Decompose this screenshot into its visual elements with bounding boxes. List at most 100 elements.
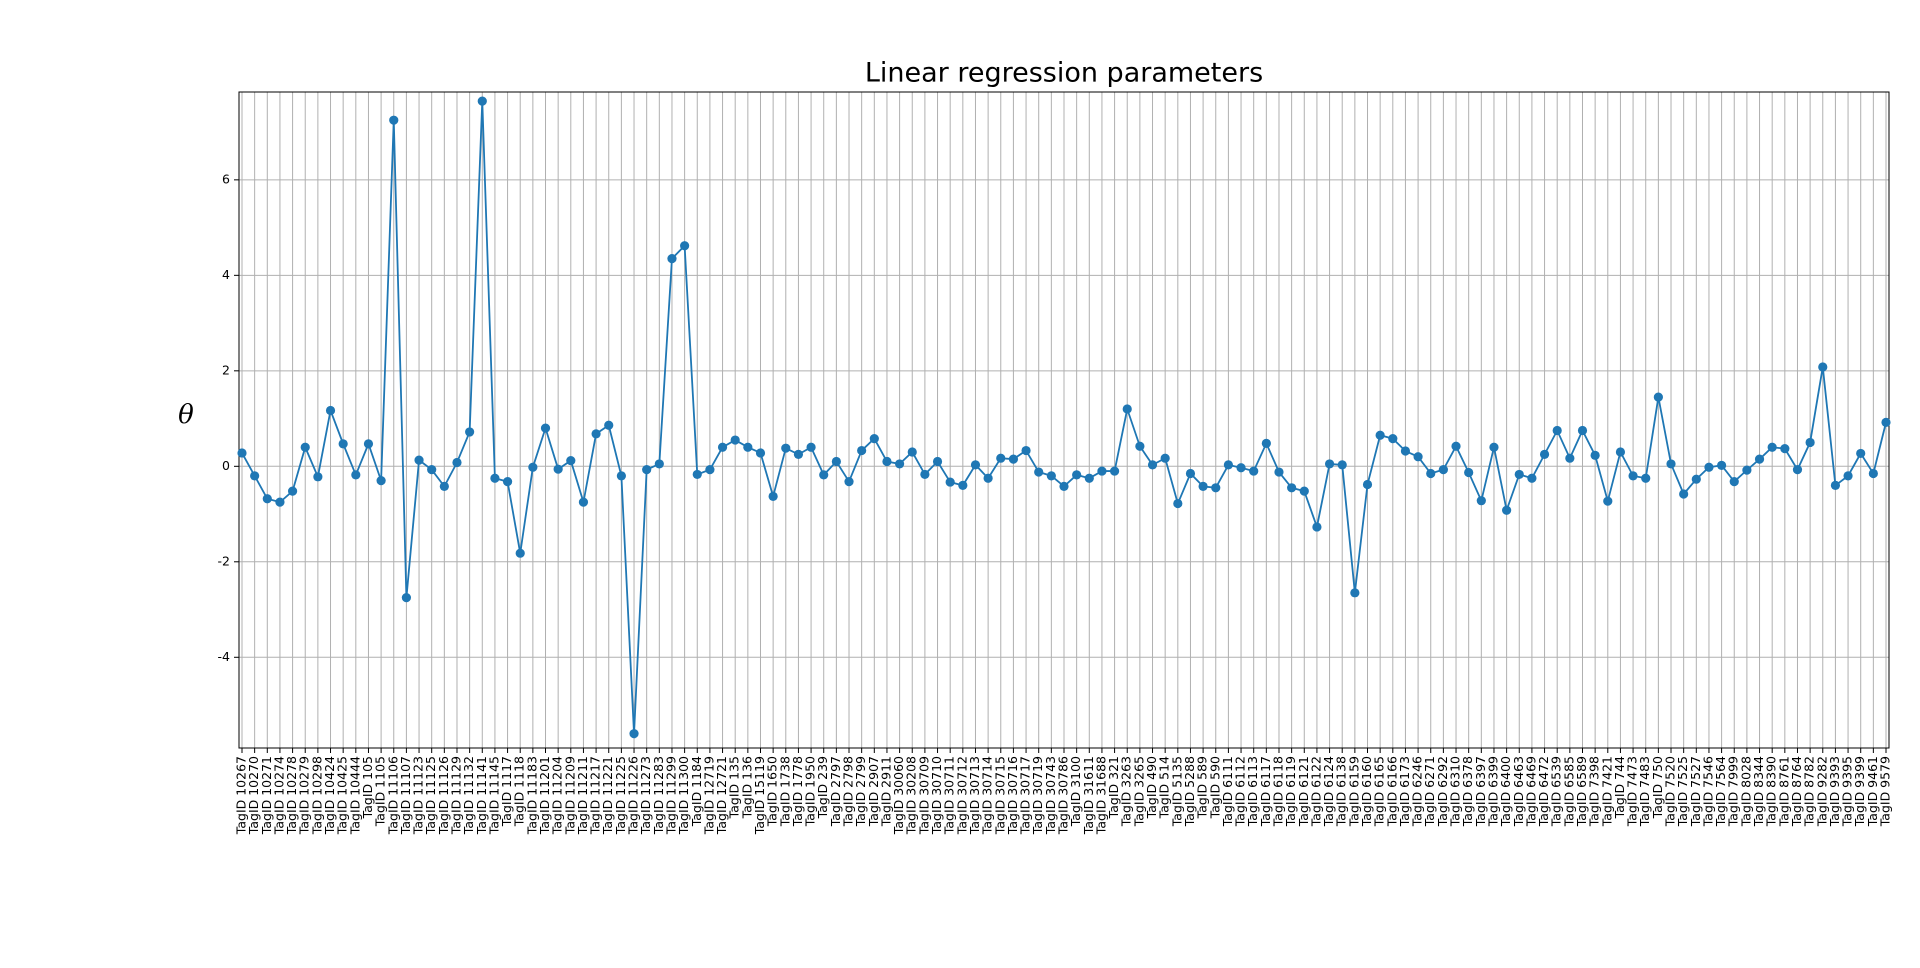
- x-tick-label: TagID 6159: [1346, 756, 1361, 827]
- y-axis-label: θ: [178, 400, 194, 430]
- data-point: [566, 455, 576, 466]
- data-point: [1653, 392, 1663, 402]
- x-tick-label: TagID 12719: [701, 756, 716, 835]
- data-point: [654, 459, 664, 469]
- x-tick-label: TagID 321: [1106, 756, 1121, 819]
- y-tick-label: 2: [222, 362, 230, 377]
- x-tick-label: TagID 11107: [398, 756, 413, 835]
- data-point: [1034, 467, 1044, 477]
- x-tick-label: TagID 8390: [1764, 756, 1779, 827]
- x-tick-label: TagID 11225: [613, 756, 628, 835]
- data-point: [275, 497, 285, 507]
- data-point: [705, 465, 715, 475]
- data-point: [932, 456, 943, 467]
- x-tick-label: TagID 30710: [929, 756, 944, 835]
- y-tick-label: 4: [222, 267, 230, 282]
- data-point: [528, 462, 538, 472]
- x-tick-label: TagID 7546: [1700, 756, 1715, 827]
- data-point: [743, 442, 753, 452]
- data-point: [250, 471, 260, 481]
- x-tick-label: TagID 10425: [335, 756, 350, 835]
- x-tick-label: TagID 6378: [1460, 756, 1475, 827]
- x-tick-label: TagID 30709: [916, 756, 931, 835]
- data-point: [907, 447, 917, 457]
- x-tick-label: TagID 6166: [1384, 756, 1399, 827]
- x-tick-label: TagID 2797: [828, 756, 843, 827]
- x-tick-label: TagID 6138: [1334, 756, 1349, 827]
- x-tick-label: TagID 7421: [1599, 756, 1614, 827]
- data-point: [1236, 463, 1246, 473]
- x-tick-label: TagID 6117: [1258, 756, 1273, 827]
- data-point: [895, 459, 905, 469]
- x-tick-label: TagID 11125: [423, 756, 438, 835]
- data-point: [452, 457, 462, 468]
- x-tick-label: TagID 744: [1612, 756, 1627, 819]
- x-tick-label: TagID 6112: [1233, 756, 1248, 827]
- x-tick-label: TagID 6246: [1410, 756, 1425, 827]
- data-point: [1704, 462, 1714, 472]
- x-tick-label: TagID 11106: [385, 756, 400, 835]
- data-point: [237, 448, 247, 458]
- x-tick-label: TagID 1117: [499, 756, 514, 827]
- x-tick-label: TagID 6472: [1536, 756, 1551, 827]
- data-point: [1552, 425, 1562, 436]
- x-tick-label: TagID 7473: [1625, 756, 1640, 827]
- data-point: [1451, 441, 1461, 451]
- data-point: [806, 442, 816, 452]
- x-tick-label: TagID 11201: [537, 756, 552, 835]
- data-point: [945, 477, 955, 487]
- data-point: [1084, 473, 1094, 483]
- x-tick-label: TagID 9393: [1827, 756, 1842, 827]
- data-point: [1590, 450, 1600, 460]
- x-tick-label: TagID 1950: [803, 756, 818, 827]
- data-point: [1691, 474, 1701, 484]
- x-tick-label: TagID 5135: [1169, 756, 1184, 827]
- data-point: [717, 442, 728, 452]
- x-tick-label: TagID 8344: [1751, 756, 1766, 827]
- data-point: [1021, 445, 1031, 456]
- data-point: [376, 476, 386, 486]
- x-tick-label: TagID 6160: [1359, 756, 1374, 827]
- data-point: [1514, 469, 1524, 480]
- data-point: [996, 453, 1006, 463]
- x-tick-label: TagID 30717: [1018, 756, 1033, 835]
- data-point: [920, 469, 930, 480]
- x-tick-label: TagID 7398: [1587, 756, 1602, 827]
- x-tick-label: TagID 1118: [512, 756, 527, 827]
- x-tick-label: TagID 10424: [322, 756, 337, 835]
- x-tick-label: TagID 589: [1195, 756, 1210, 819]
- x-tick-label: TagID 6271: [1422, 756, 1437, 827]
- x-tick-label: TagID 6165: [1372, 756, 1387, 827]
- x-tick-label: TagID 2911: [878, 756, 893, 827]
- data-point: [1274, 467, 1284, 477]
- data-point: [389, 115, 399, 125]
- data-point: [1046, 471, 1056, 481]
- x-tick-label: TagID 6539: [1549, 756, 1564, 827]
- data-point: [578, 497, 589, 507]
- x-tick-label: TagID 10444: [347, 756, 362, 835]
- data-point: [465, 427, 475, 437]
- x-tick-label: TagID 11221: [600, 756, 615, 835]
- data-point: [1527, 473, 1537, 483]
- data-point: [1881, 417, 1891, 427]
- y-tick-label: 0: [222, 458, 230, 473]
- data-point: [616, 471, 626, 481]
- data-point: [1805, 437, 1815, 448]
- data-point: [1438, 465, 1448, 475]
- data-point: [642, 465, 652, 475]
- data-point: [1249, 466, 1259, 476]
- data-point: [1072, 470, 1082, 480]
- data-point: [477, 96, 487, 106]
- x-tick-label: TagID 10274: [271, 756, 286, 835]
- data-point: [1312, 522, 1322, 532]
- x-tick-label: TagID 30208: [904, 756, 919, 835]
- data-point: [1754, 454, 1765, 464]
- data-point: [1426, 468, 1436, 479]
- x-tick-label: TagID 10278: [284, 756, 299, 835]
- data-point: [1830, 480, 1841, 491]
- data-point: [1109, 466, 1120, 476]
- x-tick-label: TagID 8782: [1802, 756, 1817, 827]
- x-tick-label: TagID 15119: [752, 756, 767, 835]
- chart-title: Linear regression parameters: [865, 58, 1263, 89]
